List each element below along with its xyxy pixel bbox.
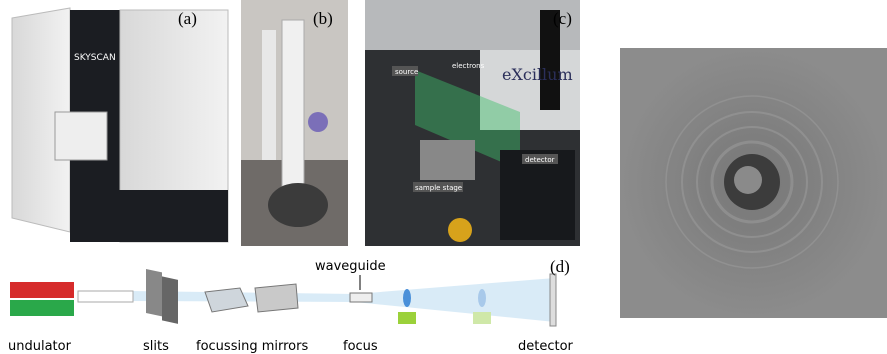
photo-tag: sample stage bbox=[415, 184, 462, 192]
panel-a: SKYSCAN (a) bbox=[0, 0, 235, 246]
panel-label: (b) bbox=[313, 9, 333, 28]
sample-stage bbox=[420, 140, 475, 180]
drawer bbox=[55, 112, 107, 160]
pulse-train bbox=[78, 291, 133, 302]
sample bbox=[403, 289, 411, 307]
panel-c: source electrons eXcillum detector sampl… bbox=[365, 0, 580, 246]
cabinet-base bbox=[70, 190, 228, 242]
motor bbox=[448, 218, 472, 242]
figure: SKYSCAN (a) (b) source electrons eXcillu… bbox=[0, 0, 887, 354]
mirror bbox=[205, 288, 248, 312]
column bbox=[262, 30, 276, 160]
photo-tag: detector bbox=[525, 156, 555, 164]
column bbox=[282, 20, 304, 200]
mirror bbox=[255, 284, 298, 312]
chamber bbox=[268, 183, 328, 227]
component-label: focus bbox=[343, 339, 378, 354]
schematic: waveguide (d) undulator slits focussing … bbox=[8, 257, 574, 354]
object-center bbox=[734, 166, 762, 194]
undulator bbox=[10, 282, 133, 316]
component-label: slits bbox=[143, 339, 169, 354]
component-label: focussing mirrors bbox=[196, 339, 308, 354]
knob bbox=[308, 112, 328, 132]
brand-text: eXcillum bbox=[502, 65, 573, 84]
panel-label: (d) bbox=[550, 257, 570, 276]
component-label: undulator bbox=[8, 339, 72, 354]
photo-tag: source bbox=[395, 68, 418, 76]
brand-text: SKYSCAN bbox=[74, 53, 116, 63]
magnet-row bbox=[10, 282, 74, 298]
photo-tag: electrons bbox=[452, 62, 485, 70]
panel-b: (b) bbox=[241, 0, 348, 246]
sample bbox=[478, 289, 486, 307]
detector-plate bbox=[550, 274, 556, 326]
magnet-row bbox=[10, 300, 74, 316]
component-label: waveguide bbox=[315, 259, 386, 274]
component-label: detector bbox=[518, 339, 574, 354]
panel-label: (c) bbox=[553, 9, 572, 28]
hologram bbox=[620, 48, 887, 318]
waveguide bbox=[350, 293, 372, 302]
panel-label: (a) bbox=[178, 9, 197, 28]
rotation-stage bbox=[398, 312, 416, 324]
slit bbox=[162, 276, 178, 323]
rotation-stage bbox=[473, 312, 491, 324]
slit bbox=[146, 269, 162, 316]
beam bbox=[130, 278, 555, 322]
